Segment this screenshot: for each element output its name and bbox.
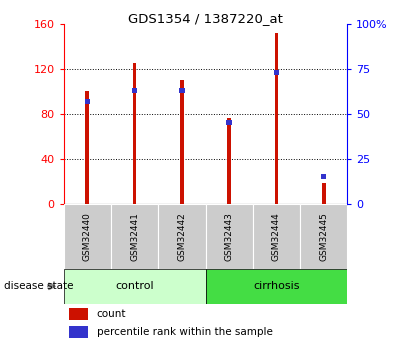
Text: GSM32441: GSM32441	[130, 212, 139, 261]
Bar	[158, 204, 206, 269]
Bar	[85, 99, 90, 104]
Text: disease state: disease state	[4, 282, 74, 291]
Bar	[85, 91, 89, 204]
Text: GSM32442: GSM32442	[178, 212, 186, 261]
Text: control: control	[115, 282, 154, 291]
Text: GSM32444: GSM32444	[272, 212, 281, 261]
Bar	[321, 174, 326, 179]
Text: cirrhosis: cirrhosis	[253, 282, 300, 291]
Bar	[179, 88, 185, 93]
Text: GDS1354 / 1387220_at: GDS1354 / 1387220_at	[128, 12, 283, 25]
Bar	[111, 204, 158, 269]
Bar	[64, 269, 206, 304]
Bar	[300, 204, 347, 269]
Text: GSM32440: GSM32440	[83, 212, 92, 261]
Bar	[253, 204, 300, 269]
Bar	[64, 204, 111, 269]
Text: GSM32443: GSM32443	[225, 212, 233, 261]
Bar	[206, 269, 347, 304]
Bar	[69, 326, 88, 338]
Text: GSM32445: GSM32445	[319, 212, 328, 261]
Bar	[322, 184, 326, 204]
Bar	[132, 88, 137, 93]
Bar	[275, 33, 278, 204]
Bar	[69, 308, 88, 319]
Bar	[180, 80, 184, 204]
Bar	[226, 120, 232, 125]
Text: count: count	[97, 309, 126, 319]
Bar	[274, 70, 279, 75]
Bar	[227, 118, 231, 204]
Text: percentile rank within the sample: percentile rank within the sample	[97, 327, 272, 337]
Bar	[206, 204, 253, 269]
Bar	[133, 63, 136, 204]
